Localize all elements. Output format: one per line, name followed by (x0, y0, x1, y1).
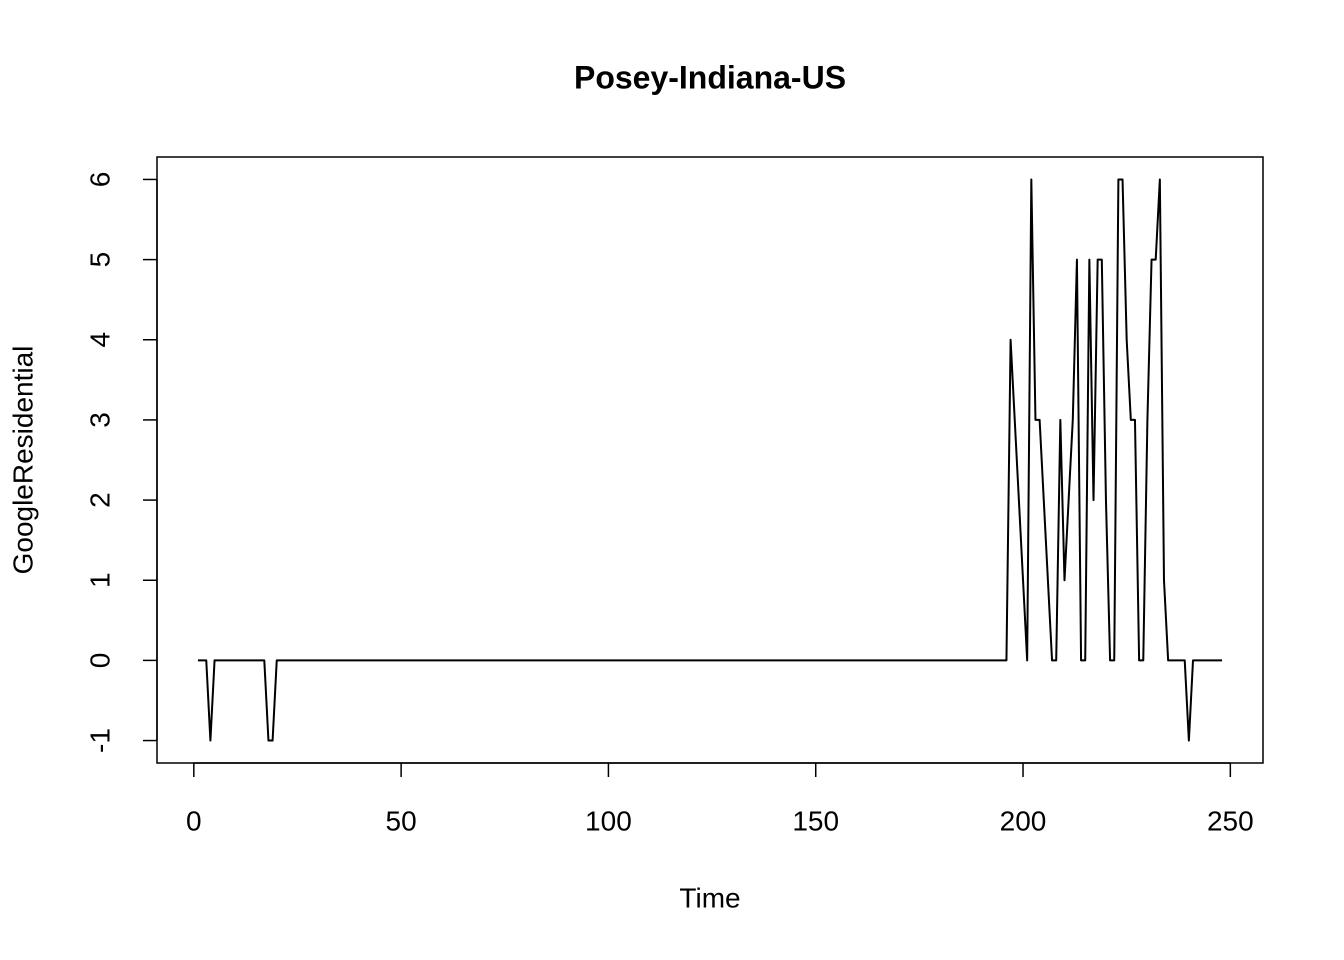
y-tick-label: 2 (84, 492, 115, 508)
y-tick-label: 6 (84, 172, 115, 188)
y-tick-label: 4 (84, 332, 115, 348)
x-axis-label: Time (679, 882, 740, 913)
x-tick-label: 0 (186, 805, 202, 836)
y-tick-label: 5 (84, 252, 115, 268)
plot-box (156, 156, 1264, 764)
x-tick-label: 200 (1000, 805, 1047, 836)
series-line (197, 178, 1223, 742)
x-tick-label: 100 (585, 805, 632, 836)
chart-title: Posey-Indiana-US (574, 59, 846, 95)
y-tick-label: 0 (84, 653, 115, 669)
y-tick-label: 3 (84, 412, 115, 428)
x-tick-label: 50 (386, 805, 417, 836)
x-tick-label: 150 (792, 805, 839, 836)
y-tick-label: 1 (84, 572, 115, 588)
y-axis-label: GoogleResidential (7, 346, 38, 575)
x-tick-label: 250 (1207, 805, 1254, 836)
y-tick-label: -1 (84, 728, 115, 753)
